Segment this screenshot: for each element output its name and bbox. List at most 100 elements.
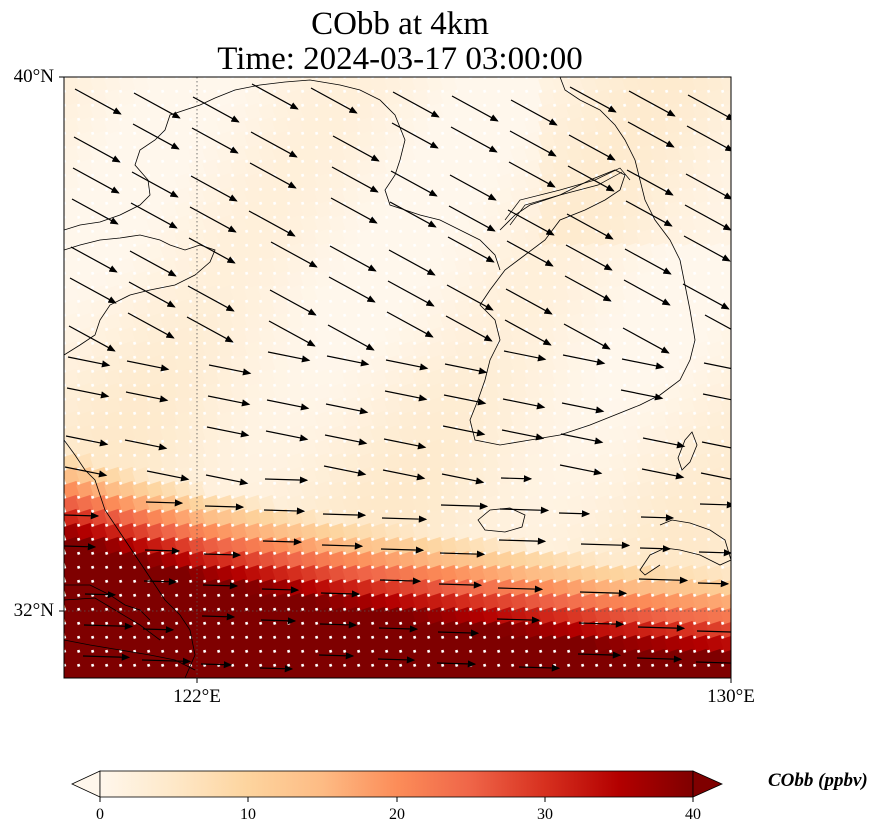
wind-arrow (564, 275, 612, 302)
wind-vectors (64, 83, 731, 673)
field-cell (720, 424, 731, 444)
wind-arrow (558, 510, 591, 518)
wind-arrow (65, 435, 109, 447)
field-cell (734, 243, 753, 262)
wind-arrow (68, 325, 116, 352)
wind-arrow (125, 391, 169, 403)
field-cell (734, 649, 753, 668)
wind-arrow (328, 276, 376, 303)
wind-arrow (498, 537, 547, 545)
wind-arrow (509, 130, 557, 157)
field-cell (734, 173, 753, 192)
wind-arrow (64, 512, 100, 520)
wind-arrow (496, 616, 541, 624)
wind-arrow (189, 206, 237, 233)
dmz-line (504, 167, 631, 221)
field-cell (314, 676, 334, 678)
wind-arrow (249, 162, 297, 189)
field-cell (328, 676, 348, 678)
wind-arrow (567, 165, 615, 192)
wind-arrow (695, 661, 731, 664)
wind-arrow (145, 499, 184, 507)
wind-arrow (262, 538, 303, 546)
field-cell (384, 676, 404, 678)
field-cell (720, 312, 731, 332)
field-cell (524, 676, 544, 678)
wind-arrow (130, 202, 178, 229)
field-cell (258, 676, 278, 678)
wind-arrow (203, 551, 242, 559)
colorbar (71, 770, 723, 802)
wind-arrow (146, 470, 190, 482)
coastline-shandong (64, 234, 216, 356)
field-cell (734, 621, 753, 640)
colorbar-tick-20: 20 (389, 806, 405, 823)
wind-arrow (442, 425, 486, 437)
wind-arrow (702, 393, 731, 401)
wind-arrow (622, 327, 670, 354)
wind-arrow (579, 589, 628, 597)
field-cell (734, 425, 753, 444)
field-cell (720, 158, 731, 178)
wind-arrow (142, 626, 175, 634)
field-cell (370, 676, 390, 678)
field-cell (720, 466, 731, 486)
lat-label-32: 32°N (13, 600, 54, 621)
field-cell (720, 88, 731, 108)
wind-arrow (381, 515, 428, 523)
field-cell (734, 565, 753, 584)
wind-arrow (446, 284, 494, 311)
lon-label-130: 130°E (707, 686, 755, 707)
field-cell (720, 354, 731, 374)
wind-arrow (250, 131, 298, 158)
field-cell (650, 676, 670, 678)
wind-arrow (620, 389, 664, 401)
wind-arrow (436, 660, 477, 668)
field-cell (734, 551, 753, 570)
wind-arrow (377, 656, 416, 664)
field-cell (720, 564, 731, 584)
field-cell (734, 663, 753, 682)
wind-arrow (506, 240, 554, 267)
field-cell (300, 676, 320, 678)
wind-arrow (500, 475, 533, 483)
wind-arrow (269, 289, 317, 316)
concentration-field (64, 77, 753, 682)
wind-arrow (391, 122, 439, 149)
wind-arrow (580, 541, 631, 549)
field-cell (734, 593, 753, 612)
field-cell (734, 229, 753, 248)
wind-arrow (443, 394, 487, 406)
wind-arrow (390, 170, 438, 197)
field-cell (734, 103, 753, 122)
field-cell (552, 676, 572, 678)
wind-arrow (578, 620, 625, 628)
wind-arrow (70, 246, 118, 273)
field-cell (734, 145, 753, 164)
colorbar-label: CObb (ppbv) (768, 770, 868, 791)
wind-arrow (248, 210, 296, 237)
wind-arrow (84, 591, 117, 599)
wind-arrow (201, 613, 236, 621)
wind-arrow (321, 542, 364, 550)
field-cell (734, 327, 753, 346)
wind-arrow (703, 362, 731, 370)
gridlines (64, 77, 731, 678)
wind-arrow (379, 577, 422, 585)
colorbar-tick-0: 0 (96, 806, 104, 823)
field-cell (734, 523, 753, 542)
wind-arrow (67, 356, 111, 368)
wind-arrow (704, 314, 731, 330)
wind-arrow (448, 205, 496, 232)
field-cell (734, 369, 753, 388)
wind-arrow (69, 277, 117, 304)
field-cell (580, 676, 600, 678)
field-cell (734, 159, 753, 178)
field-cell (720, 77, 731, 94)
field-cell (608, 676, 628, 678)
wind-arrow (133, 92, 181, 119)
field-cell (720, 172, 731, 192)
wind-arrow (204, 503, 245, 511)
wind-arrow (559, 464, 603, 476)
wind-arrow (445, 315, 493, 342)
